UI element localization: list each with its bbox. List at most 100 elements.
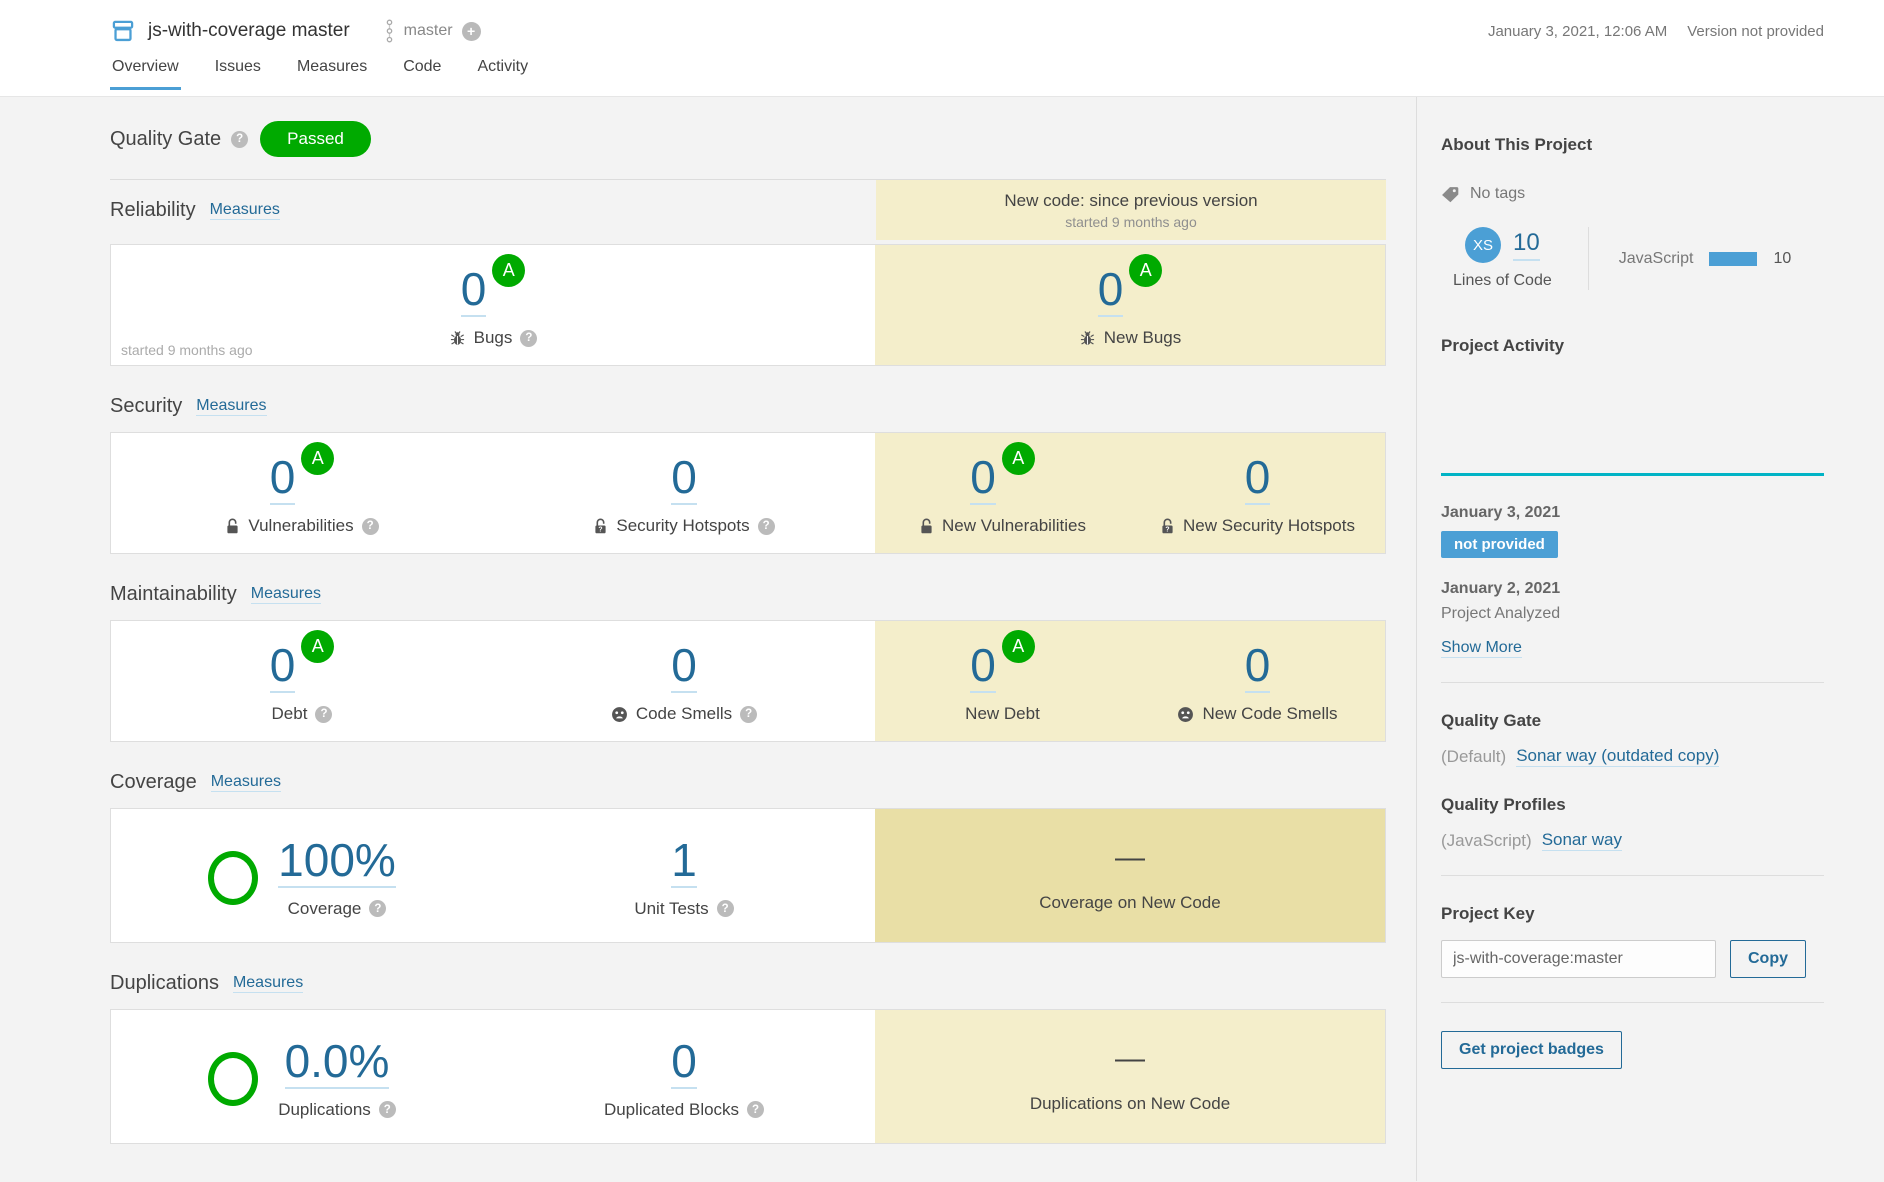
- language-value: 10: [1773, 250, 1791, 268]
- duplications-measures-link[interactable]: Measures: [233, 974, 303, 993]
- show-more-link[interactable]: Show More: [1441, 639, 1522, 658]
- maintainability-section: Maintainability Measures 0 A Debt: [110, 582, 1386, 742]
- event-version-badge: not provided: [1441, 531, 1558, 558]
- leak-period-note: started 9 months ago: [121, 342, 253, 358]
- rating-badge: A: [492, 254, 525, 287]
- metric-value[interactable]: 0: [671, 642, 697, 693]
- security-hotspot-icon: ?: [1160, 518, 1175, 535]
- security-card: 0 A Vulnerabilities: [110, 432, 1386, 554]
- help-icon[interactable]: [362, 518, 379, 535]
- reliability-measures-link[interactable]: Measures: [210, 201, 280, 220]
- metric-duplications: 0.0% Duplications: [111, 1010, 493, 1143]
- coverage-ring-icon: [208, 851, 258, 905]
- quality-gate-scope: (Default): [1441, 747, 1506, 767]
- metric-coverage-on-new-code: — Coverage on New Code: [875, 809, 1385, 942]
- metric-new-security-hotspots: 0 ? New Security Hot: [1130, 433, 1385, 553]
- maintainability-measures-link[interactable]: Measures: [251, 585, 321, 604]
- help-icon[interactable]: [379, 1101, 396, 1118]
- metric-value[interactable]: 0: [1098, 266, 1124, 317]
- help-icon[interactable]: [315, 706, 332, 723]
- project-icon: [110, 18, 136, 44]
- bug-icon: [449, 330, 466, 347]
- metric-code-smells: 0: [493, 621, 875, 741]
- project-key-input[interactable]: [1441, 940, 1716, 978]
- divider: [1441, 1002, 1824, 1003]
- coverage-measures-link[interactable]: Measures: [211, 773, 281, 792]
- metric-label: Duplications: [278, 1100, 371, 1120]
- metric-value[interactable]: 100%: [278, 837, 396, 888]
- duplications-card: 0.0% Duplications 0: [110, 1009, 1386, 1144]
- tab-activity[interactable]: Activity: [475, 58, 530, 90]
- metric-label: Vulnerabilities: [248, 516, 353, 536]
- project-tabs: Overview Issues Measures Code Activity: [110, 58, 1824, 90]
- security-measures-link[interactable]: Measures: [196, 397, 266, 416]
- new-code-banner: New code: since previous version started…: [876, 180, 1386, 240]
- size-rating-badge: XS: [1465, 227, 1501, 263]
- lines-of-code-value[interactable]: 10: [1513, 229, 1540, 261]
- activity-event: January 2, 2021 Project Analyzed: [1441, 580, 1824, 623]
- tab-issues[interactable]: Issues: [213, 58, 263, 90]
- quality-profile-link[interactable]: Sonar way: [1542, 830, 1622, 851]
- metric-value[interactable]: 1: [671, 837, 697, 888]
- tab-overview[interactable]: Overview: [110, 58, 181, 90]
- metric-value[interactable]: 0: [270, 642, 296, 693]
- metric-value[interactable]: 0: [270, 454, 296, 505]
- metric-value: —: [1115, 843, 1145, 873]
- help-icon[interactable]: [740, 706, 757, 723]
- metric-new-vulnerabilities: 0 A New Vulnerabilities: [875, 433, 1130, 553]
- code-smell-icon: [611, 706, 628, 723]
- language-bar: [1709, 252, 1757, 266]
- metric-label: Unit Tests: [634, 899, 708, 919]
- activity-event: January 3, 2021 not provided: [1441, 504, 1824, 558]
- quality-gate-link[interactable]: Sonar way (outdated copy): [1516, 746, 1719, 767]
- quality-profiles-title: Quality Profiles: [1441, 795, 1824, 815]
- event-note: Project Analyzed: [1441, 605, 1824, 623]
- metric-vulnerabilities: 0 A Vulnerabilities: [111, 433, 493, 553]
- help-icon[interactable]: [520, 330, 537, 347]
- metric-value[interactable]: 0: [671, 454, 697, 505]
- help-icon[interactable]: [231, 131, 248, 148]
- plus-circle-icon[interactable]: +: [462, 22, 481, 41]
- event-date: January 3, 2021: [1441, 504, 1824, 522]
- metric-value[interactable]: 0: [970, 454, 996, 505]
- help-icon[interactable]: [369, 900, 386, 917]
- project-key-title: Project Key: [1441, 904, 1824, 924]
- reliability-card: 0 A: [110, 244, 1386, 366]
- metric-value: —: [1115, 1044, 1145, 1074]
- metric-new-bugs: 0 A: [875, 245, 1385, 365]
- section-title: Duplications: [110, 971, 219, 995]
- copy-button[interactable]: Copy: [1730, 940, 1806, 978]
- tag-icon: [1441, 186, 1460, 203]
- branch-selector[interactable]: master +: [384, 18, 481, 44]
- duplications-ring-icon: [208, 1052, 258, 1106]
- metric-label: New Bugs: [1104, 328, 1181, 348]
- metric-coverage: 100% Coverage: [111, 809, 493, 942]
- metric-duplications-on-new-code: — Duplications on New Code: [875, 1010, 1385, 1143]
- language-label: JavaScript: [1619, 250, 1694, 268]
- help-icon[interactable]: [717, 900, 734, 917]
- project-info-sidebar: About This Project No tags XS 10 Lines: [1416, 97, 1884, 1181]
- metric-value[interactable]: 0: [1245, 454, 1271, 505]
- metric-unit-tests: 1 Unit Tests: [493, 809, 875, 942]
- tab-code[interactable]: Code: [401, 58, 443, 90]
- metric-value[interactable]: 0.0%: [285, 1038, 390, 1089]
- help-icon[interactable]: [758, 518, 775, 535]
- metric-label: Security Hotspots: [616, 516, 749, 536]
- rating-badge: A: [301, 630, 334, 663]
- metric-value[interactable]: 0: [970, 642, 996, 693]
- metric-label: New Vulnerabilities: [942, 516, 1086, 536]
- get-project-badges-button[interactable]: Get project badges: [1441, 1031, 1622, 1069]
- lines-of-code-label: Lines of Code: [1453, 272, 1552, 290]
- metric-value[interactable]: 0: [671, 1038, 697, 1089]
- overview-main: Quality Gate Passed Reliability Measures…: [0, 97, 1416, 1181]
- tab-measures[interactable]: Measures: [295, 58, 369, 90]
- metric-value[interactable]: 0: [461, 266, 487, 317]
- section-title: Coverage: [110, 770, 197, 794]
- sidebar-quality-gate-title: Quality Gate: [1441, 711, 1824, 731]
- tags-selector[interactable]: No tags: [1441, 185, 1824, 203]
- metric-new-code-smells: 0: [1130, 621, 1385, 741]
- metric-value[interactable]: 0: [1245, 642, 1271, 693]
- coverage-card: 100% Coverage 1: [110, 808, 1386, 943]
- help-icon[interactable]: [747, 1101, 764, 1118]
- activity-sparkline-chart: [1441, 364, 1824, 476]
